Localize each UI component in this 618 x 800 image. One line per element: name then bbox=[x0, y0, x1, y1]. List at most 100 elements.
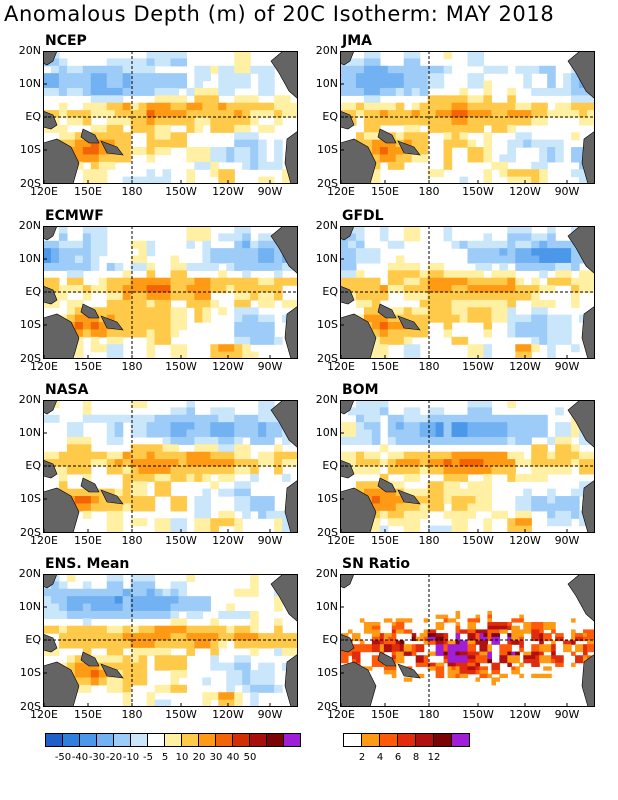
colorbar-swatch bbox=[284, 734, 300, 746]
lat-label: EQ bbox=[25, 285, 41, 298]
lon-label: 90W bbox=[554, 185, 580, 198]
colorbar-label: 40 bbox=[226, 752, 240, 763]
anomaly-colorbar bbox=[45, 733, 301, 747]
colorbar-swatch bbox=[434, 734, 452, 746]
lon-label: 120W bbox=[212, 360, 244, 373]
lon-label: 120E bbox=[327, 360, 355, 373]
lat-label: 20S bbox=[317, 526, 338, 539]
panel-title: JMA bbox=[342, 33, 372, 49]
map-panel-bom: BOM 20N 10N EQ 10S 20S 120E 150E 180 150W 120W 90W bbox=[316, 382, 595, 547]
lon-label: 150W bbox=[165, 534, 197, 547]
lon-label: 150E bbox=[371, 185, 399, 198]
map-panel-ecmwf: ECMWF 20N 10N EQ 10S 20S 120E 150E 180 150W 120W 90… bbox=[19, 208, 298, 373]
lat-label: 20S bbox=[20, 526, 41, 539]
map-field bbox=[43, 400, 298, 533]
colorbar-label: 5 bbox=[161, 752, 169, 763]
lat-label: 20N bbox=[18, 393, 41, 406]
lon-label: 90W bbox=[257, 708, 283, 721]
lat-label: 10S bbox=[317, 143, 338, 156]
lon-label: 120E bbox=[327, 185, 355, 198]
lon-label: 120W bbox=[509, 185, 541, 198]
lat-label: 20N bbox=[315, 219, 338, 232]
lon-label: 150E bbox=[74, 360, 102, 373]
colorbar-label: -30 bbox=[88, 752, 106, 763]
lon-label: 90W bbox=[257, 185, 283, 198]
snr-colorbar bbox=[343, 733, 470, 747]
lat-label: 20N bbox=[315, 44, 338, 57]
lon-label: 150W bbox=[462, 360, 494, 373]
lon-label: 180 bbox=[418, 360, 440, 373]
colorbar-swatch bbox=[380, 734, 398, 746]
lat-label: 10S bbox=[20, 666, 41, 679]
lon-label: 90W bbox=[554, 708, 580, 721]
colorbar-label: -5 bbox=[143, 752, 153, 763]
lon-label: 150E bbox=[371, 708, 399, 721]
colorbar-label: 10 bbox=[175, 752, 189, 763]
lat-label: 10N bbox=[315, 600, 338, 613]
map-panel-ens-mean: ENS. Mean 20N 10N EQ 10S 20S 120E 150E 180 150W 12… bbox=[19, 556, 298, 721]
map-field bbox=[340, 51, 595, 184]
lat-label: 10S bbox=[20, 492, 41, 505]
colorbar-label: -20 bbox=[105, 752, 123, 763]
lat-label: 20S bbox=[20, 177, 41, 190]
lon-label: 180 bbox=[121, 360, 143, 373]
colorbar-label: 20 bbox=[192, 752, 206, 763]
lon-label: 150E bbox=[371, 534, 399, 547]
lon-label: 180 bbox=[418, 185, 440, 198]
lat-label: 20N bbox=[18, 567, 41, 580]
lon-label: 150E bbox=[74, 185, 102, 198]
lat-label: 20S bbox=[317, 700, 338, 713]
colorbar-label: -40 bbox=[71, 752, 89, 763]
map-field bbox=[43, 574, 298, 707]
lat-label: EQ bbox=[322, 633, 338, 646]
colorbar-swatch bbox=[344, 734, 362, 746]
lat-label: 10S bbox=[317, 666, 338, 679]
map-panel-jma: JMA 20N 10N EQ 10S 20S 120E 150E 180 150W 120W 90W bbox=[316, 33, 595, 198]
lon-label: 120W bbox=[212, 708, 244, 721]
lon-label: 90W bbox=[257, 360, 283, 373]
map-panel-nasa: NASA 20N 10N EQ 10S 20S 120E 150E 180 150W 120W 90W bbox=[19, 382, 298, 547]
colorbar-label: 2 bbox=[358, 752, 366, 763]
lat-label: 20S bbox=[317, 177, 338, 190]
colorbar-label: 6 bbox=[394, 752, 402, 763]
panel-title: NASA bbox=[45, 382, 89, 398]
lon-label: 150E bbox=[74, 708, 102, 721]
colorbar-label: 30 bbox=[209, 752, 223, 763]
colorbar-label: 4 bbox=[376, 752, 384, 763]
colorbar-label: -10 bbox=[122, 752, 140, 763]
map-field bbox=[43, 51, 298, 184]
lon-label: 180 bbox=[418, 534, 440, 547]
colorbar-swatch bbox=[148, 734, 165, 746]
lon-label: 180 bbox=[121, 708, 143, 721]
lon-label: 120W bbox=[212, 534, 244, 547]
lat-label: EQ bbox=[25, 110, 41, 123]
lon-label: 120E bbox=[30, 708, 58, 721]
lat-label: 10N bbox=[18, 252, 41, 265]
lon-label: 90W bbox=[554, 534, 580, 547]
lat-label: 10S bbox=[317, 492, 338, 505]
map-panel-gfdl: GFDL 20N 10N EQ 10S 20S 120E 150E 180 150W 120W 90W bbox=[316, 208, 595, 373]
colorbar-swatch bbox=[80, 734, 97, 746]
lat-label: 20N bbox=[315, 393, 338, 406]
colorbar-swatch bbox=[165, 734, 182, 746]
map-panel-sn-ratio: SN Ratio 20N 10N EQ 10S 20S 120E 150E 180 150W 120… bbox=[316, 556, 595, 721]
lon-label: 150E bbox=[74, 534, 102, 547]
lat-label: 20S bbox=[317, 352, 338, 365]
lon-label: 90W bbox=[257, 534, 283, 547]
map-field bbox=[43, 226, 298, 359]
lat-label: 10N bbox=[315, 252, 338, 265]
lon-label: 150W bbox=[462, 708, 494, 721]
lat-label: EQ bbox=[25, 633, 41, 646]
colorbar-swatch bbox=[63, 734, 80, 746]
lon-label: 150W bbox=[165, 708, 197, 721]
lon-label: 120W bbox=[509, 708, 541, 721]
lon-label: 150W bbox=[462, 534, 494, 547]
colorbar-label: -50 bbox=[54, 752, 72, 763]
lon-label: 180 bbox=[418, 708, 440, 721]
lat-label: 20S bbox=[20, 352, 41, 365]
lat-label: 10N bbox=[18, 77, 41, 90]
colorbar-swatch bbox=[267, 734, 284, 746]
panel-title: ECMWF bbox=[45, 208, 104, 224]
lon-label: 120E bbox=[327, 708, 355, 721]
lon-label: 120W bbox=[212, 185, 244, 198]
